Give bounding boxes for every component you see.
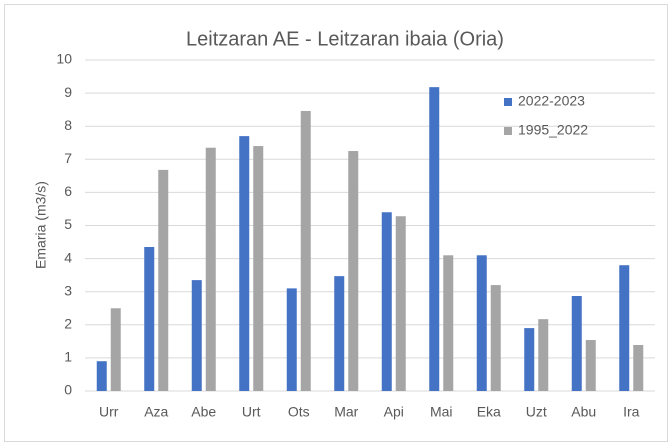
x-tick-label: Mar bbox=[334, 404, 358, 420]
bar bbox=[571, 296, 582, 391]
y-tick-label: 9 bbox=[64, 84, 72, 100]
bar bbox=[205, 147, 216, 391]
bar bbox=[395, 216, 406, 391]
bar bbox=[443, 255, 454, 391]
y-tick-label: 5 bbox=[64, 216, 72, 232]
y-tick-label: 3 bbox=[64, 282, 72, 298]
x-tick-label: Urt bbox=[242, 404, 261, 420]
bar bbox=[348, 151, 359, 391]
x-tick-label: Abu bbox=[571, 404, 596, 420]
x-tick-label: Abe bbox=[191, 404, 216, 420]
bar bbox=[524, 328, 535, 391]
x-tick-label: Aza bbox=[144, 404, 168, 420]
y-tick-label: 10 bbox=[56, 51, 72, 67]
x-tick-label: Urr bbox=[99, 404, 119, 420]
bar bbox=[110, 308, 121, 391]
bar bbox=[429, 87, 440, 391]
bar bbox=[239, 136, 250, 391]
bar bbox=[381, 212, 392, 391]
bar bbox=[158, 169, 169, 391]
bar bbox=[253, 146, 264, 391]
bar bbox=[476, 255, 487, 391]
y-tick-label: 8 bbox=[64, 117, 72, 133]
bar bbox=[191, 280, 202, 391]
bar bbox=[633, 344, 644, 391]
legend-label: 1995_2022 bbox=[518, 122, 588, 138]
legend-swatch bbox=[504, 127, 512, 135]
y-tick-label: 0 bbox=[64, 382, 72, 398]
y-tick-label: 2 bbox=[64, 316, 72, 332]
x-tick-label: Mai bbox=[430, 404, 453, 420]
chart-title: Leitzaran AE - Leitzaran ibaia (Oria) bbox=[186, 28, 504, 50]
x-tick-label: Eka bbox=[477, 404, 501, 420]
y-tick-label: 7 bbox=[64, 150, 72, 166]
y-tick-label: 6 bbox=[64, 183, 72, 199]
y-axis-label: Emaria (m3/s) bbox=[33, 181, 49, 269]
bar bbox=[538, 319, 549, 391]
bar bbox=[144, 247, 155, 391]
legend-label: 2022-2023 bbox=[518, 93, 585, 109]
bar bbox=[300, 110, 311, 391]
x-tick-label: Ots bbox=[288, 404, 310, 420]
x-tick-label: Uzt bbox=[526, 404, 547, 420]
x-tick-label: Ira bbox=[623, 404, 640, 420]
y-tick-label: 1 bbox=[64, 349, 72, 365]
bar bbox=[490, 285, 501, 391]
bar bbox=[334, 276, 345, 391]
bar bbox=[585, 340, 596, 391]
bar bbox=[619, 265, 630, 391]
y-tick-label: 4 bbox=[64, 249, 72, 265]
x-tick-label: Api bbox=[384, 404, 404, 420]
bar bbox=[96, 361, 107, 391]
bar bbox=[286, 288, 297, 391]
legend-swatch bbox=[504, 98, 512, 106]
